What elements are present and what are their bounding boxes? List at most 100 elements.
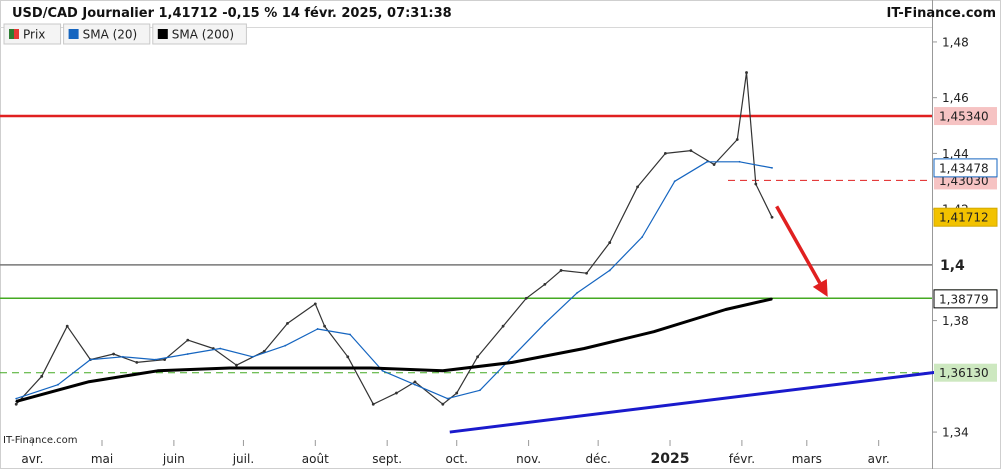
x-tick-label-11: mars xyxy=(792,452,822,466)
series-point-0-23 xyxy=(543,282,547,286)
forecast-arrow-layer xyxy=(775,205,828,297)
series-point-1-13 xyxy=(446,397,449,400)
series-point-0-11 xyxy=(286,321,289,325)
series-point-0-30 xyxy=(712,163,716,166)
legend-label-1: SMA (20) xyxy=(83,28,138,42)
series-point-0-34 xyxy=(770,215,774,219)
x-tick-label-4: août xyxy=(302,452,329,466)
x-tick-label-3: juil. xyxy=(232,452,254,466)
series-point-0-24 xyxy=(559,269,563,272)
series-point-1-22 xyxy=(738,160,741,163)
series-point-1-0 xyxy=(15,397,18,400)
series-point-0-27 xyxy=(636,185,639,189)
series-point-2-8 xyxy=(583,347,586,350)
price-tag-bg-0 xyxy=(933,158,998,178)
series-point-0-22 xyxy=(524,296,528,300)
legend-label-2: SMA (200) xyxy=(172,28,234,42)
series-point-1-14 xyxy=(479,389,481,392)
series-point-2-2 xyxy=(156,369,159,372)
legend-swatch-1 xyxy=(68,29,79,39)
price-tag-bg-1 xyxy=(933,207,998,227)
legend: Prix SMA (20) SMA (200) xyxy=(3,23,247,45)
series-point-0-6 xyxy=(163,358,167,362)
price-tag-label-2: 1,38779 xyxy=(939,292,989,306)
series-point-2-11 xyxy=(771,297,773,300)
series-point-1-18 xyxy=(608,269,611,272)
series-point-1-19 xyxy=(641,236,644,238)
series-point-1-17 xyxy=(576,291,579,294)
x-tick-label-10: févr. xyxy=(729,452,755,466)
series-point-1-11 xyxy=(381,369,384,372)
series-point-0-16 xyxy=(395,391,398,395)
brand-logo-text: IT-Finance.com xyxy=(887,6,996,21)
series-point-0-4 xyxy=(112,352,116,356)
level-label-2: 1,4 xyxy=(940,258,965,274)
series-point-0-33 xyxy=(754,182,758,186)
series-point-0-10 xyxy=(262,349,266,353)
chart-title: USD/CAD Journalier 1,41712 -0,15 % 14 fé… xyxy=(12,6,452,21)
price-tag-label-1: 1,41712 xyxy=(939,211,989,225)
price-tag-bg-2 xyxy=(933,289,998,309)
series-point-1-3 xyxy=(121,355,124,358)
series-point-2-3 xyxy=(228,367,231,369)
legend-swatch-2 xyxy=(157,29,168,39)
watermark: IT-Finance.com xyxy=(3,435,78,446)
y-tick-label-4: 1,38 xyxy=(942,314,969,328)
legend-item-2 xyxy=(152,23,247,45)
trendline-layer xyxy=(449,369,949,434)
legend-swatch-b-0 xyxy=(14,29,19,39)
y-tick-label-2: 1,44 xyxy=(942,147,969,161)
series-point-0-31 xyxy=(735,138,739,141)
series-point-0-7 xyxy=(186,338,190,342)
level-tag-bg-0 xyxy=(934,107,997,126)
series-point-1-10 xyxy=(349,333,351,336)
series-point-1-4 xyxy=(154,358,157,361)
series-point-2-0 xyxy=(15,400,18,403)
series-point-0-18 xyxy=(441,402,445,406)
y-tick-label-5: 1,34 xyxy=(942,426,969,440)
x-tick-label-0: avr. xyxy=(21,452,43,466)
series-point-0-1 xyxy=(40,374,44,378)
x-tick-label-6: oct. xyxy=(445,452,467,466)
series-point-1-20 xyxy=(673,180,676,183)
y-tick-label-1: 1,46 xyxy=(942,91,969,105)
level-label-4: 1,36130 xyxy=(939,366,989,380)
x-tick-label-1: mai xyxy=(91,452,113,466)
trendline xyxy=(449,369,949,434)
series-point-2-10 xyxy=(724,308,727,311)
series-point-1-2 xyxy=(89,358,92,361)
series-point-0-28 xyxy=(663,152,667,155)
series-point-1-23 xyxy=(771,166,773,169)
series-point-0-20 xyxy=(476,355,479,359)
price-tag-label-0: 1,43478 xyxy=(939,161,989,175)
series-point-0-26 xyxy=(608,241,612,244)
series-point-1-21 xyxy=(706,160,709,163)
series-point-0-29 xyxy=(689,149,693,153)
series-point-0-5 xyxy=(135,361,139,364)
x-tick-label-9: 2025 xyxy=(651,451,690,467)
series-point-1-6 xyxy=(219,347,222,350)
series-point-1-12 xyxy=(414,383,416,386)
x-tick-label-12: avr. xyxy=(868,452,890,466)
series-point-2-4 xyxy=(298,367,300,369)
x-tick-label-2: juin xyxy=(162,452,185,466)
series-point-0-19 xyxy=(455,391,459,395)
series-point-0-2 xyxy=(65,324,69,328)
series-point-2-7 xyxy=(511,361,514,364)
y-tick-label-0: 1,48 xyxy=(942,35,969,49)
legend-label-0: Prix xyxy=(23,28,45,42)
series-point-1-1 xyxy=(57,383,59,386)
x-tick-label-7: nov. xyxy=(516,452,541,466)
series-point-0-13 xyxy=(323,324,326,328)
series-point-2-9 xyxy=(652,330,655,333)
series-point-0-25 xyxy=(585,271,588,275)
legend-swatch-a-0 xyxy=(9,29,14,39)
series-point-2-5 xyxy=(370,367,372,369)
series-point-0-0 xyxy=(14,402,18,406)
level-tag-bg-4 xyxy=(934,363,997,382)
forecast-arrow-shaft xyxy=(775,205,822,284)
series-point-1-5 xyxy=(186,353,189,355)
x-tick-label-5: sept. xyxy=(372,452,402,466)
